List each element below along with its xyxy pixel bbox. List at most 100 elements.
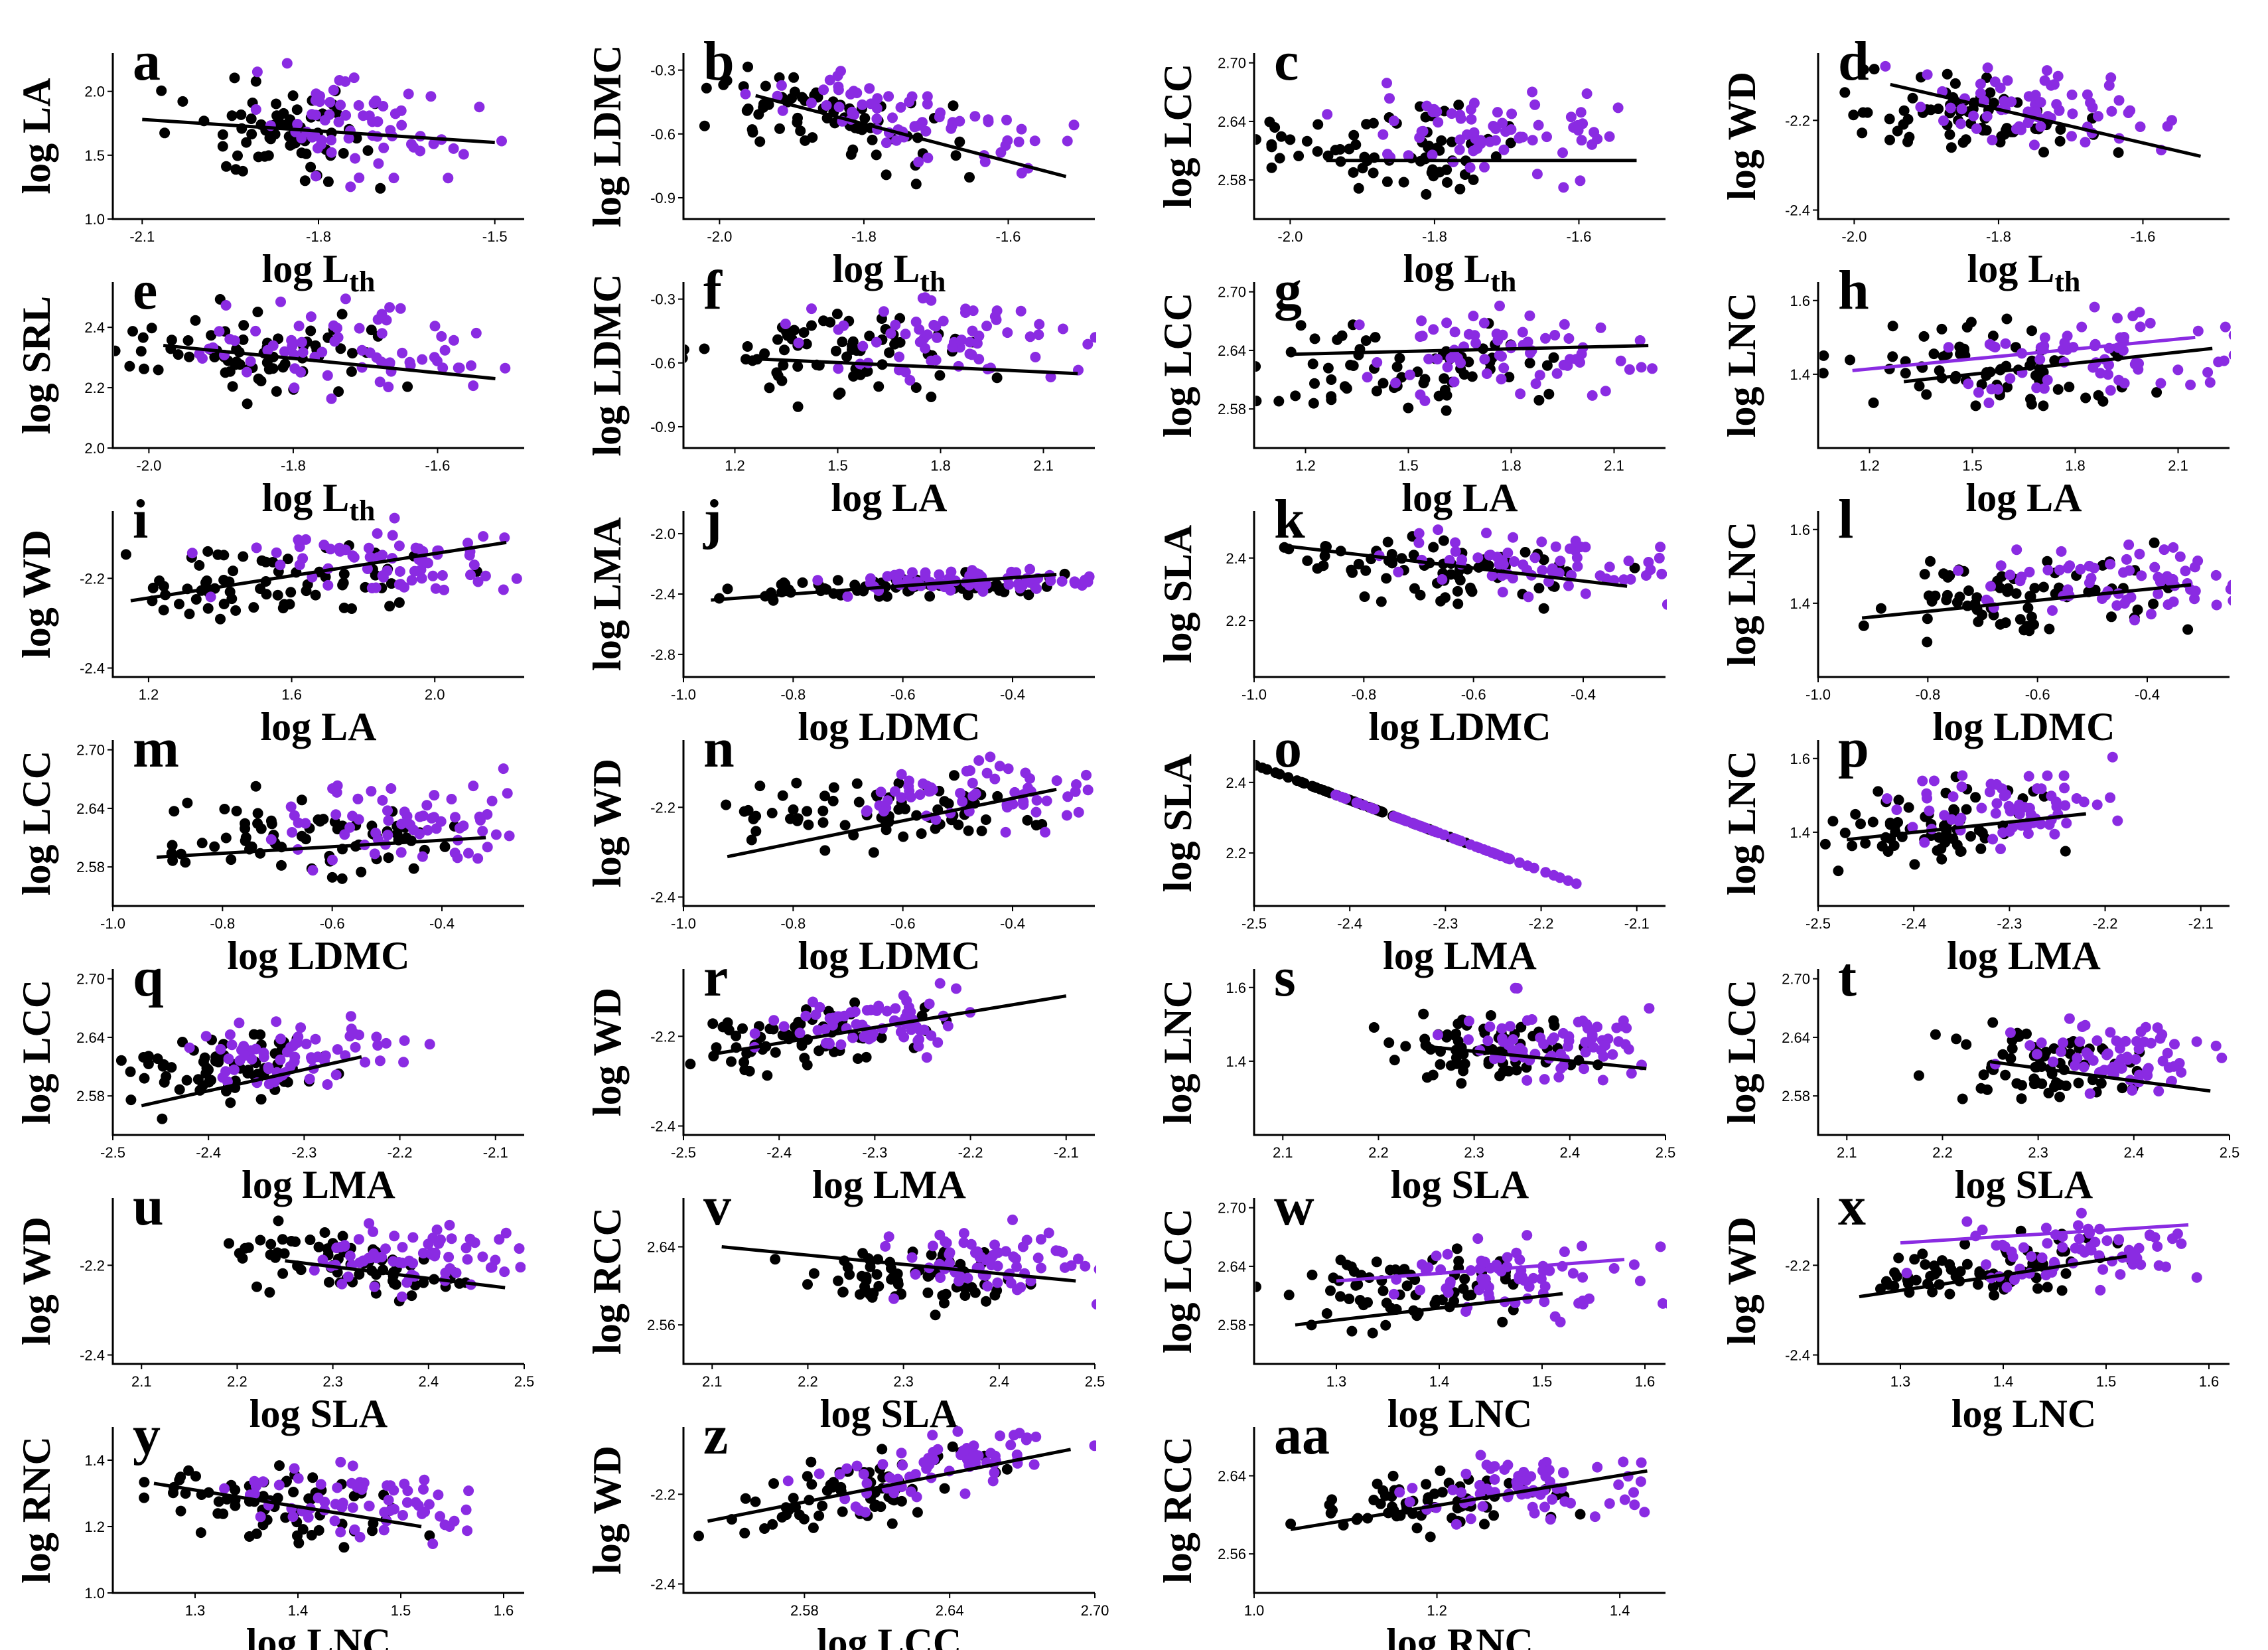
data-point-group-2 [395, 105, 407, 116]
data-point-group-2 [917, 293, 928, 304]
data-point-group-1 [246, 129, 257, 140]
data-point-group-1 [922, 1271, 934, 1282]
data-point-group-2 [1558, 182, 1569, 193]
data-point-group-2 [1549, 330, 1561, 340]
y-tick-label: 1.4 [1226, 1053, 1246, 1070]
data-point-group-1 [828, 782, 839, 793]
data-point-group-1 [1516, 1021, 1527, 1033]
data-point-group-2 [364, 552, 376, 563]
data-point-group-2 [1545, 1514, 1556, 1525]
data-point-group-2 [2155, 378, 2166, 389]
data-point-group-1 [2049, 1081, 2060, 1092]
data-point-group-1 [338, 568, 350, 579]
data-point-group-2 [1136, 311, 1147, 322]
data-point-group-2 [1987, 834, 1999, 845]
data-point-group-2 [1020, 767, 1031, 779]
data-point-group-1 [293, 1537, 305, 1548]
data-point-group-2 [1351, 797, 1362, 808]
points-layer [166, 763, 515, 884]
data-point-group-2 [1390, 812, 1401, 823]
data-point-group-1 [2042, 556, 2053, 567]
data-point-group-2 [1701, 337, 1712, 347]
data-point-group-1 [1961, 804, 1972, 815]
data-point-group-2 [463, 1485, 474, 1497]
data-point-group-1 [305, 161, 317, 173]
data-point-group-1 [857, 1248, 869, 1259]
data-point-group-1 [1341, 383, 1352, 394]
data-point-group-1 [864, 331, 875, 342]
data-point-group-2 [496, 135, 507, 147]
data-point-group-2 [898, 1031, 910, 1043]
data-point-group-2 [2135, 121, 2146, 132]
data-point-group-2 [1000, 140, 1011, 151]
data-point-group-2 [2062, 584, 2074, 595]
data-point-group-2 [2076, 321, 2088, 333]
data-point-group-2 [1124, 779, 1135, 790]
data-point-group-2 [2220, 321, 2231, 333]
data-point-group-1 [916, 828, 927, 839]
data-point-group-2 [402, 818, 413, 828]
y-tick-label: -2.2 [80, 570, 105, 587]
data-point-group-2 [2000, 338, 2011, 349]
data-point-group-2 [1674, 565, 1685, 575]
data-point-group-1 [161, 1071, 172, 1082]
data-point-group-1 [1975, 1083, 1987, 1094]
data-point-group-1 [638, 359, 648, 370]
data-point-group-2 [1575, 107, 1587, 118]
data-point-group-2 [429, 321, 441, 332]
data-point-group-1 [1884, 134, 1895, 145]
x-axis-label: log LNC [1387, 1392, 1532, 1436]
data-point-group-1 [767, 1519, 778, 1530]
data-point-group-1 [1308, 781, 1319, 792]
data-point-group-2 [923, 1453, 934, 1463]
data-point-group-2 [2218, 355, 2230, 366]
data-point-group-2 [2123, 108, 2134, 118]
data-point-group-2 [500, 1227, 512, 1238]
data-point-group-2 [1107, 773, 1117, 784]
data-point-group-1 [852, 1053, 863, 1064]
data-point-group-2 [425, 91, 437, 102]
data-point-group-1 [1959, 1238, 1971, 1250]
data-point-group-1 [157, 1061, 169, 1072]
data-point-group-2 [2024, 1040, 2036, 1051]
data-point-group-2 [2180, 565, 2191, 577]
y-tick-label: -0.3 [650, 291, 675, 308]
data-point-group-1 [753, 109, 764, 120]
data-point-group-2 [1001, 799, 1013, 810]
data-point-group-2 [2048, 79, 2060, 90]
data-point-group-2 [895, 102, 906, 113]
data-point-group-2 [220, 1066, 232, 1077]
data-point-group-2 [1956, 104, 1967, 115]
data-point-group-1 [1318, 560, 1329, 571]
data-point-group-1 [2060, 846, 2071, 857]
data-point-group-2 [946, 123, 957, 134]
data-point-group-1 [1391, 361, 1403, 372]
data-point-group-1 [115, 1055, 127, 1066]
data-point-group-1 [1309, 333, 1320, 344]
data-point-group-2 [824, 74, 835, 86]
data-point-group-1 [206, 330, 217, 341]
x-axis-label-main: log LDMC [1369, 705, 1551, 749]
data-point-group-2 [932, 332, 943, 343]
data-point-group-2 [1073, 1253, 1084, 1264]
y-axis-label: log LNC [1720, 522, 1764, 666]
panel-letter: b [703, 31, 735, 92]
data-point-group-1 [2003, 583, 2014, 594]
y-axis-label: log SLA [1156, 525, 1200, 663]
data-point-group-1 [218, 599, 230, 609]
data-point-group-1 [1408, 550, 1419, 561]
data-point-group-1 [1418, 1008, 1429, 1019]
y-tick-label: 2.70 [1782, 971, 1810, 988]
data-point-group-1 [177, 96, 188, 107]
x-tick-label: -0.6 [890, 686, 916, 703]
data-point-group-1 [1543, 388, 1555, 400]
y-tick-label: -2.2 [650, 1028, 675, 1045]
data-point-group-1 [2056, 1285, 2068, 1296]
data-point-group-1 [288, 1487, 299, 1497]
x-tick-label: -1.0 [1241, 686, 1267, 703]
data-point-group-2 [275, 1054, 286, 1065]
data-point-group-1 [301, 834, 311, 845]
data-point-group-2 [1489, 1461, 1500, 1472]
